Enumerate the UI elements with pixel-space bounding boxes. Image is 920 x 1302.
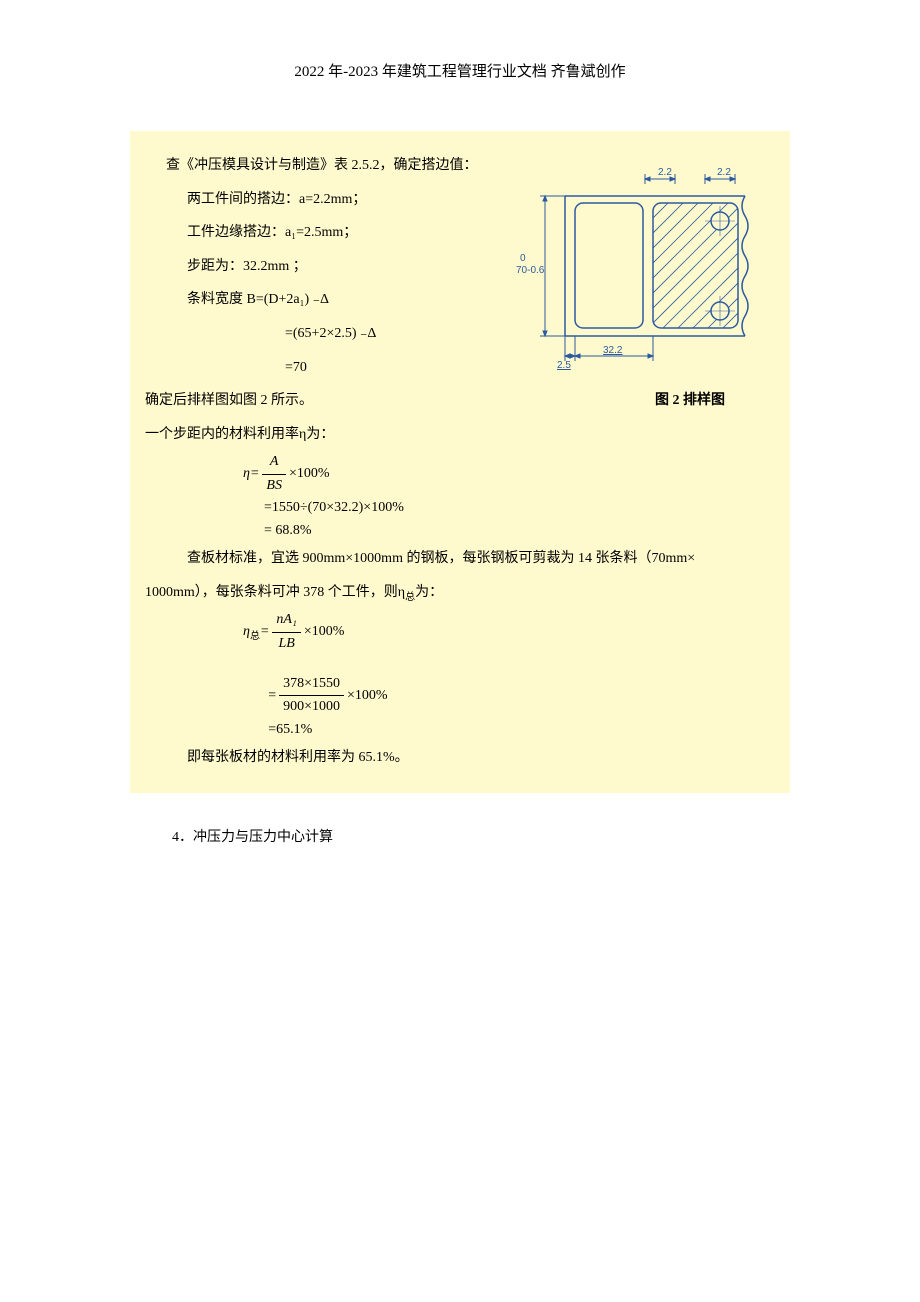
layout-diagram: 2.2 2.2	[515, 161, 775, 371]
dim-bottom-1: 2.5	[557, 360, 571, 371]
dim-top-1: 2.2	[658, 167, 672, 178]
figure-caption: 图 2 排样图	[655, 384, 775, 418]
dim-left-bottom: 70-0.6	[516, 265, 545, 276]
top-section: 查《冲压模具设计与制造》表 2.5.2，确定搭边值： 两工件间的搭边：a=2.2…	[145, 149, 775, 418]
content-box-1: 查《冲压模具设计与制造》表 2.5.2，确定搭边值： 两工件间的搭边：a=2.2…	[130, 131, 790, 793]
formula-1-calc1: =1550÷(70×32.2)×100%	[264, 497, 775, 519]
line-8-row: 确定后排样图如图 2 所示。 图 2 排样图	[145, 384, 775, 418]
dim-left-top: 0	[520, 253, 526, 264]
line-11: 1000mm），每张条料可冲 378 个工件，则η总为：	[145, 576, 775, 610]
formula-1-calc2: = 68.8%	[264, 520, 775, 542]
line-10: 查板材标准，宜选 900mm×1000mm 的钢板，每张钢板可剪裁为 14 张条…	[145, 542, 775, 576]
formula-1: η = ABS×100% =1550÷(70×32.2)×100% = 68.8…	[243, 451, 775, 542]
page-header: 2022 年-2023 年建筑工程管理行业文档 齐鲁斌创作	[130, 60, 790, 81]
line-8: 确定后排样图如图 2 所示。	[145, 384, 655, 418]
formula-2-result: =65.1%	[268, 719, 775, 741]
section-4-title: 4．冲压力与压力中心计算	[130, 821, 790, 855]
formula-2: η总 = nA₁LB×100% =378×1550900×1000×100% =…	[243, 609, 775, 741]
formula-2-calc: =378×1550900×1000×100%	[268, 673, 775, 719]
dim-top-2: 2.2	[717, 167, 731, 178]
layout-diagram-svg: 2.2 2.2	[515, 161, 775, 371]
dim-bottom-2: 32.2	[603, 345, 623, 356]
line-9: 一个步距内的材料利用率η为：	[145, 418, 775, 452]
formula-2-main: η总 = nA₁LB×100%	[243, 609, 775, 655]
header-text: 2022 年-2023 年建筑工程管理行业文档 齐鲁斌创作	[294, 64, 625, 80]
line-12: 即每张板材的材料利用率为 65.1%。	[145, 741, 775, 775]
formula-1-main: η = ABS×100%	[243, 451, 775, 497]
